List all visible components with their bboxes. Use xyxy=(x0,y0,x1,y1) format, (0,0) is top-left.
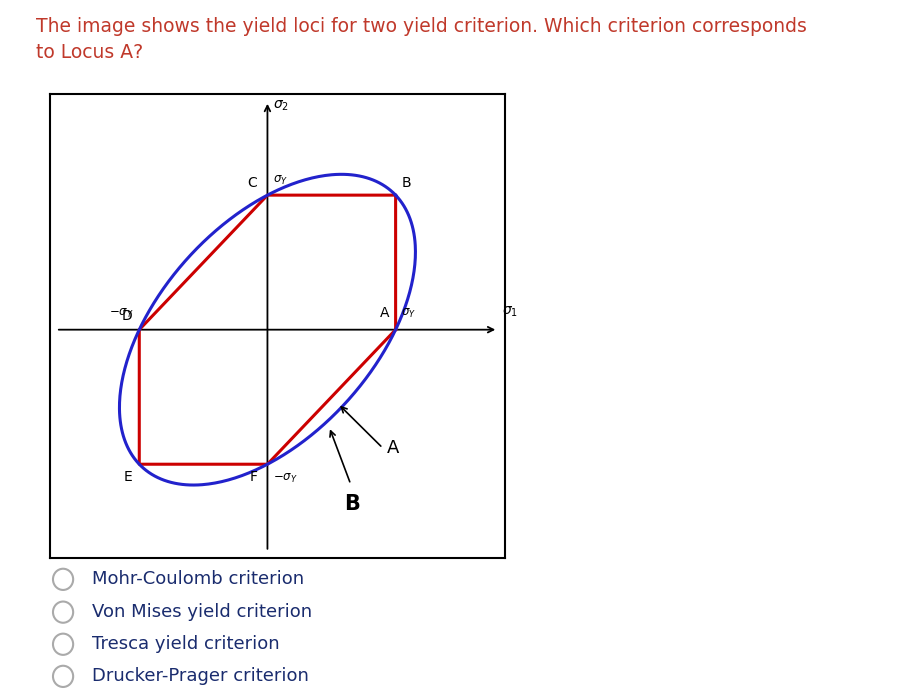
Text: $\sigma_Y$: $\sigma_Y$ xyxy=(273,174,287,187)
Text: B: B xyxy=(344,493,360,514)
Text: Mohr-Coulomb criterion: Mohr-Coulomb criterion xyxy=(92,570,304,588)
Text: $-\sigma_Y$: $-\sigma_Y$ xyxy=(109,307,134,320)
Text: F: F xyxy=(250,470,257,484)
Text: D: D xyxy=(123,309,132,323)
Text: to Locus A?: to Locus A? xyxy=(36,43,143,62)
Text: B: B xyxy=(402,176,412,190)
Text: $\sigma_Y$: $\sigma_Y$ xyxy=(401,307,415,320)
Text: Von Mises yield criterion: Von Mises yield criterion xyxy=(92,603,312,621)
Text: $\sigma_1$: $\sigma_1$ xyxy=(502,304,518,319)
Text: The image shows the yield loci for two yield criterion. Which criterion correspo: The image shows the yield loci for two y… xyxy=(36,17,807,36)
Text: E: E xyxy=(124,470,132,484)
Text: A: A xyxy=(379,306,389,320)
Text: Tresca yield criterion: Tresca yield criterion xyxy=(92,635,279,653)
Text: C: C xyxy=(248,176,257,190)
Text: $-\sigma_Y$: $-\sigma_Y$ xyxy=(273,473,297,485)
Text: Drucker-Prager criterion: Drucker-Prager criterion xyxy=(92,667,309,685)
Text: $\sigma_2$: $\sigma_2$ xyxy=(273,98,288,112)
Text: A: A xyxy=(387,439,399,457)
